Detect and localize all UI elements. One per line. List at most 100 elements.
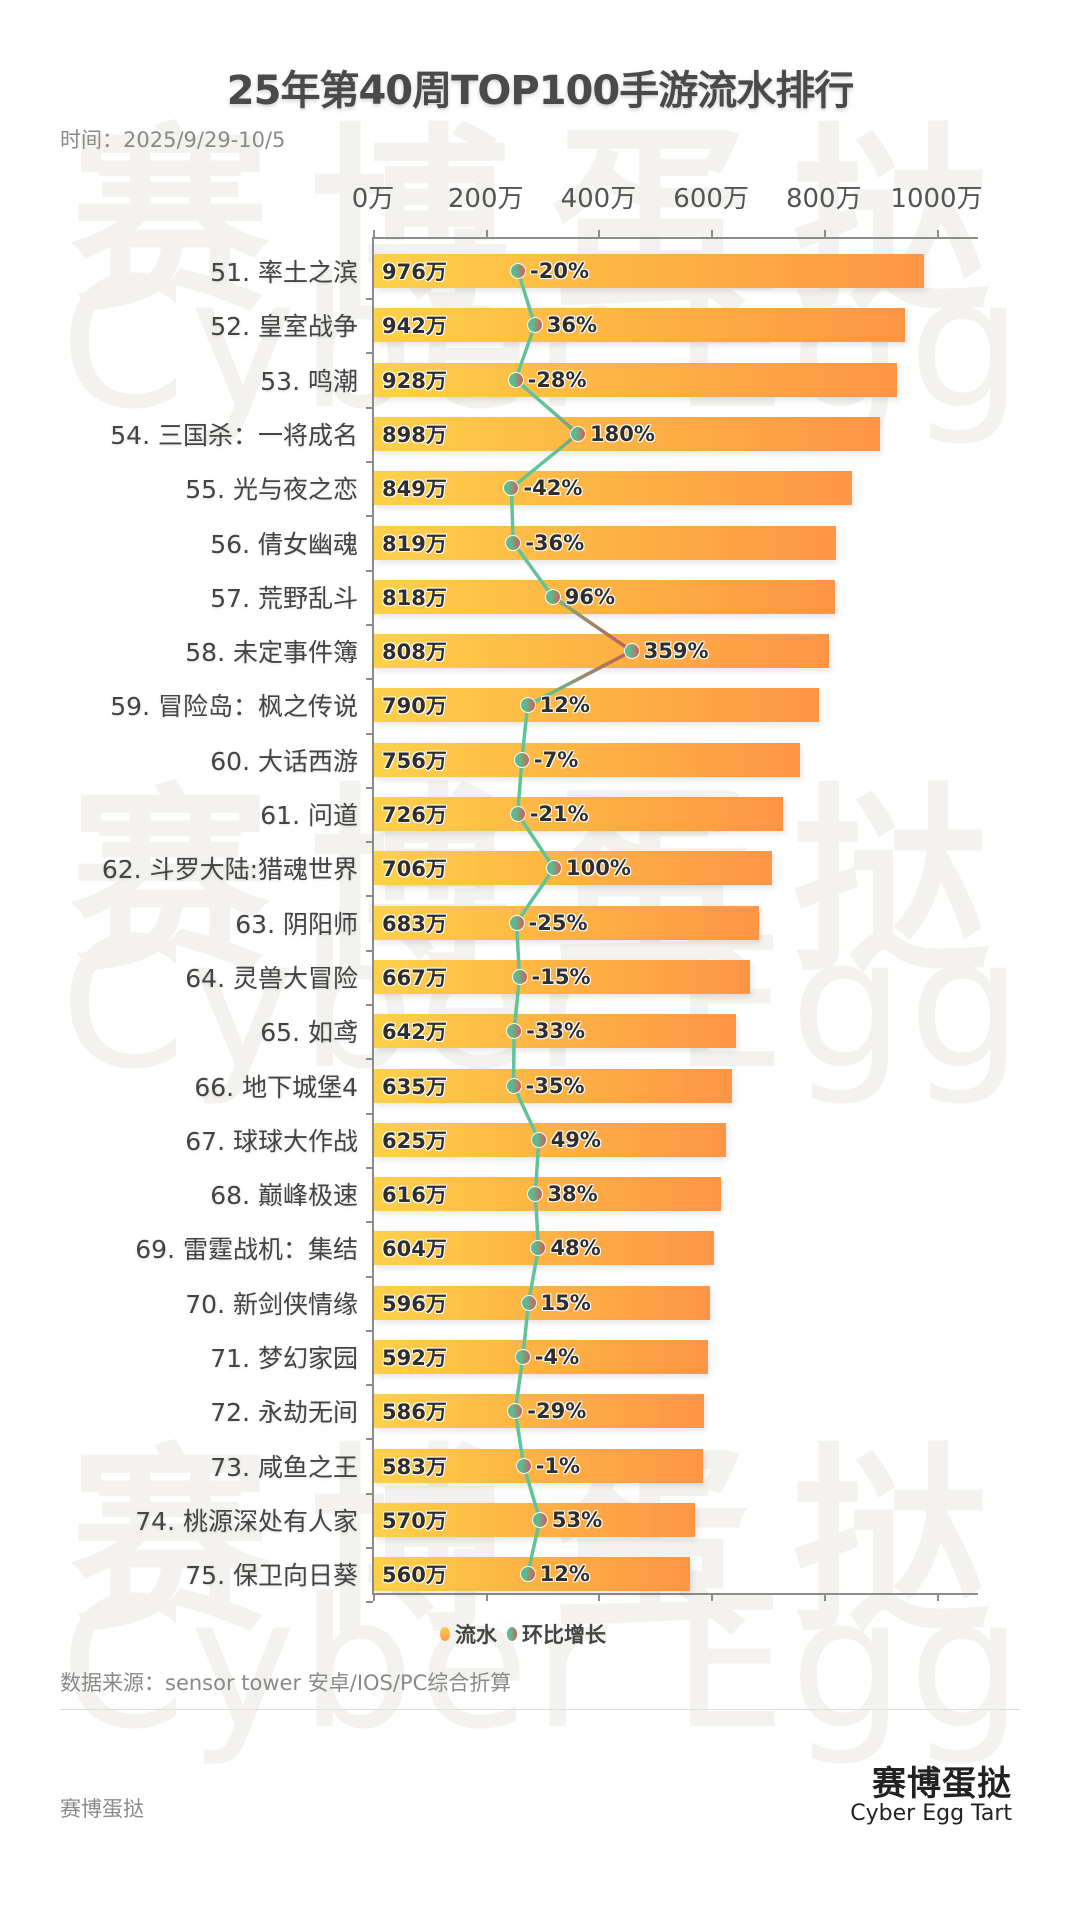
growth-point-icon[interactable] [507,1403,524,1420]
revenue-bar[interactable] [374,362,897,397]
revenue-value-label: 756万 [382,748,447,773]
growth-point-icon[interactable] [510,263,526,279]
chart-title: 25年第40周TOP100手游流水排行 [226,68,854,114]
growth-point-icon[interactable] [511,968,528,985]
growth-point-icon[interactable] [514,1349,531,1365]
revenue-value-label: 942万 [382,314,447,339]
growth-point-icon[interactable] [506,1023,523,1040]
y-tick-mark [366,841,373,844]
y-tick-mark [366,895,373,898]
growth-value-label: 53% [551,1507,603,1532]
y-tick-mark [366,732,373,735]
game-name-label: 65. 如鸢 [260,1018,358,1048]
y-tick-mark [366,623,373,626]
growth-value-label: 38% [547,1182,598,1207]
game-name-label: 55. 光与夜之恋 [185,475,358,505]
growth-value-label: 100% [566,856,631,881]
growth-point-icon[interactable] [505,1077,522,1094]
legend-growth-label: 环比增长 [522,1623,606,1647]
y-tick-mark [366,786,373,789]
game-name-label: 56. 倩女幽魂 [210,529,358,559]
game-name-label: 70. 新剑侠情缘 [185,1289,358,1319]
y-tick-mark [366,1601,373,1604]
growth-point-icon[interactable] [508,914,525,931]
brand-logo-cn: 赛博蛋挞 [872,1764,1012,1804]
y-tick-mark [366,1166,373,1169]
revenue-bar[interactable] [374,308,905,343]
revenue-value-label: 849万 [382,477,447,502]
growth-point-icon[interactable] [527,1186,544,1203]
game-name-label: 61. 问道 [260,801,358,830]
x-tick-mark-bottom [936,1594,939,1601]
revenue-value-label: 625万 [382,1128,447,1153]
growth-point-icon[interactable] [546,860,562,877]
growth-point-icon[interactable] [513,751,530,768]
game-name-label: 73. 咸鱼之王 [210,1452,358,1482]
revenue-value-label: 642万 [382,1020,447,1045]
growth-point-icon[interactable] [503,480,520,497]
growth-value-label: -7% [533,747,579,772]
game-name-label: 66. 地下城堡4 [194,1072,358,1102]
growth-value-label: -42% [523,476,583,501]
game-name-label: 75. 保卫向日葵 [185,1561,358,1591]
revenue-value-label: 596万 [382,1291,447,1316]
x-tick-label: 0万 [351,184,395,214]
y-tick-mark [366,1384,373,1387]
growth-value-label: 12% [539,693,590,718]
revenue-value-label: 683万 [382,911,447,936]
revenue-value-label: 570万 [382,1508,447,1533]
y-tick-mark [366,569,373,572]
legend-item-flow[interactable]: 流水 [440,1619,497,1649]
growth-point-icon[interactable] [530,1131,547,1148]
growth-point-icon[interactable] [544,588,561,605]
growth-value-label: -15% [531,964,591,989]
revenue-value-label: 790万 [382,694,447,719]
growth-value-label: 48% [550,1236,601,1261]
y-tick-mark [366,461,373,464]
game-name-label: 60. 大话西游 [210,746,358,776]
growth-point-icon[interactable] [530,1240,547,1257]
growth-value-label: -25% [528,910,588,935]
growth-value-label: -35% [525,1073,585,1098]
growth-point-icon[interactable] [519,697,536,714]
growth-value-label: -29% [527,1399,587,1424]
y-tick-mark [366,515,373,518]
revenue-value-label: 726万 [382,803,447,827]
growth-point-icon[interactable] [505,534,522,551]
revenue-value-label: 928万 [382,368,447,393]
date-range: 时间：2025/9/29-10/5 [60,128,286,152]
growth-point-icon[interactable] [507,371,524,388]
revenue-value-label: 819万 [382,531,447,556]
x-tick-mark [936,230,939,237]
x-tick-mark-bottom [823,1594,826,1601]
game-name-label: 67. 球球大作战 [185,1126,358,1156]
game-name-label: 71. 梦幻家园 [210,1344,358,1373]
y-axis [372,237,374,1595]
growth-point-icon[interactable] [519,1566,536,1583]
x-tick-label: 400万 [560,184,637,214]
growth-point-icon[interactable] [570,425,586,442]
revenue-value-label: 667万 [382,965,447,990]
x-tick-mark [485,230,488,237]
growth-point-icon[interactable] [526,317,543,334]
legend-item-growth[interactable]: 环比增长 [507,1619,606,1649]
revenue-value-label: 976万 [382,260,447,284]
growth-point-icon[interactable] [509,806,526,822]
growth-point-icon[interactable] [520,1294,537,1311]
growth-point-icon[interactable] [531,1511,548,1528]
revenue-value-label: 898万 [382,422,447,447]
game-name-label: 54. 三国杀：一将成名 [110,420,358,450]
growth-point-icon[interactable] [623,643,640,660]
revenue-value-label: 560万 [382,1563,447,1588]
x-tick-mark-bottom [711,1594,714,1601]
brand-logo-en: Cyber Egg Tart [850,1801,1012,1826]
growth-value-label: 12% [539,1562,590,1587]
revenue-bar[interactable] [374,254,924,288]
game-name-label: 64. 灵兽大冒险 [185,963,358,993]
growth-value-label: 180% [590,421,655,446]
footer-divider [60,1709,1020,1710]
growth-point-icon[interactable] [515,1457,532,1474]
y-tick-mark [366,1004,373,1007]
y-tick-mark [366,1438,373,1441]
x-tick-label: 200万 [447,184,524,214]
